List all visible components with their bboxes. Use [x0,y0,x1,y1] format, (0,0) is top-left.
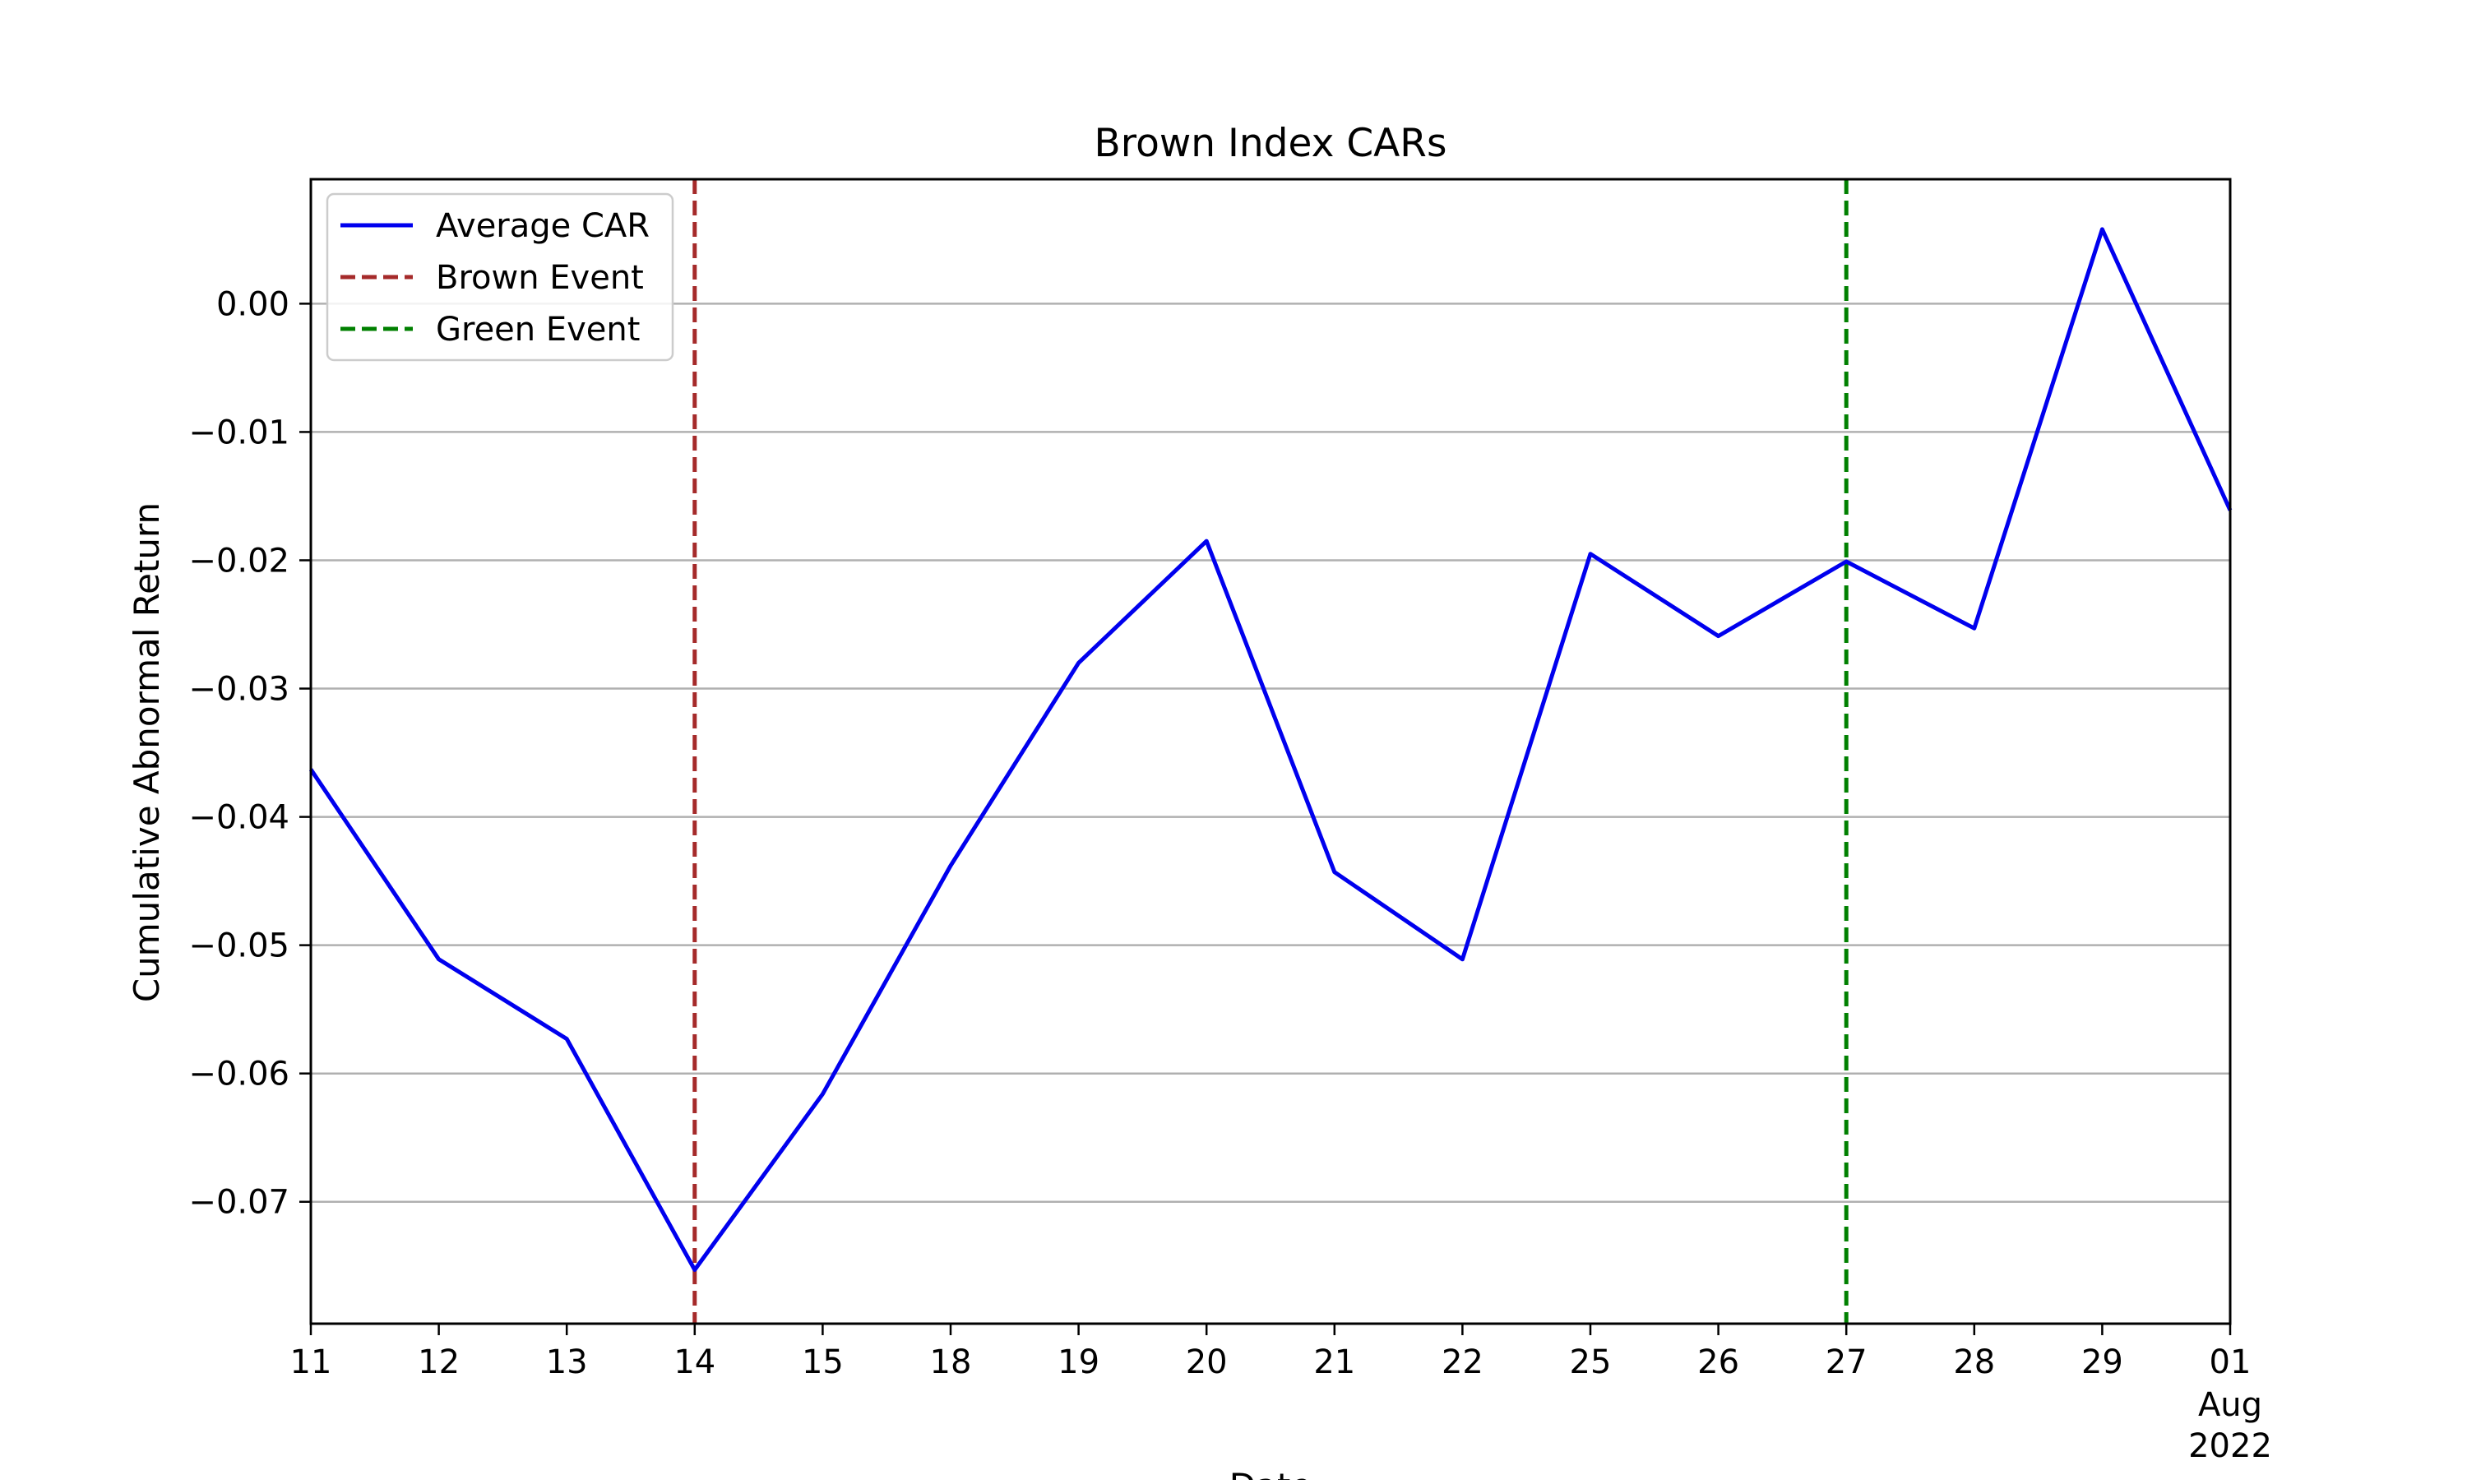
x-tick-label: 29 [2081,1343,2123,1381]
x-tick-label: 21 [1313,1343,1355,1381]
y-tick-label: −0.06 [188,1056,289,1093]
legend-label: Average CAR [436,207,650,245]
x-tick-label: 22 [1442,1343,1483,1381]
chart-title: Brown Index CARs [1095,121,1447,166]
x-tick-label: 26 [1697,1343,1739,1381]
x-tick-label: 18 [930,1343,972,1381]
y-tick-label: −0.07 [188,1184,289,1222]
x-tick-label: 25 [1570,1343,1612,1381]
plot-frame [309,178,2232,1325]
y-axis-label: Cumulative Abnormal Return [127,502,167,1002]
x-tick-label: 13 [546,1343,588,1381]
x-tick-label: 14 [673,1343,715,1381]
data-point [1334,871,1335,872]
x-tick-label: 12 [418,1343,460,1381]
legend: Average CAR Brown Event Green Event [326,192,674,362]
y-tick-label: −0.05 [188,927,289,965]
axes-layer: 0.00 −0.01 −0.02 −0.03 −0.04 −0.05 −0.06 −0.07 1… [188,178,2272,1465]
y-tick-label: −0.02 [188,542,289,580]
y-tick-label: −0.03 [188,671,289,709]
series-layer [308,227,2233,1272]
x-tick-label: 01 [2210,1343,2252,1381]
x-tick-label: 15 [802,1343,844,1381]
x-tick-label: 28 [1953,1343,1995,1381]
grid-layer [311,303,2230,1203]
x-tick-label-extra: Aug [2198,1386,2262,1424]
y-tick-label: −0.04 [188,799,289,837]
data-point [822,1093,823,1094]
y-tick-label: −0.01 [188,414,289,451]
x-tick-label: 11 [290,1343,332,1381]
data-point [694,1269,695,1270]
event-lines [692,179,1849,1324]
x-tick-label: 20 [1186,1343,1228,1381]
y-tick-label: 0.00 [216,285,289,323]
x-axis-label: Date [1229,1466,1312,1480]
legend-label: Brown Event [436,259,644,297]
x-tick-label: 19 [1058,1343,1099,1381]
legend-box [326,192,674,362]
data-point [1590,553,1591,554]
x-tick-label: 27 [1826,1343,1868,1381]
series-line [308,227,2233,1272]
data-point [1206,541,1207,542]
x-tick-label-extra: 2022 [2188,1427,2272,1465]
legend-label: Green Event [436,311,640,349]
